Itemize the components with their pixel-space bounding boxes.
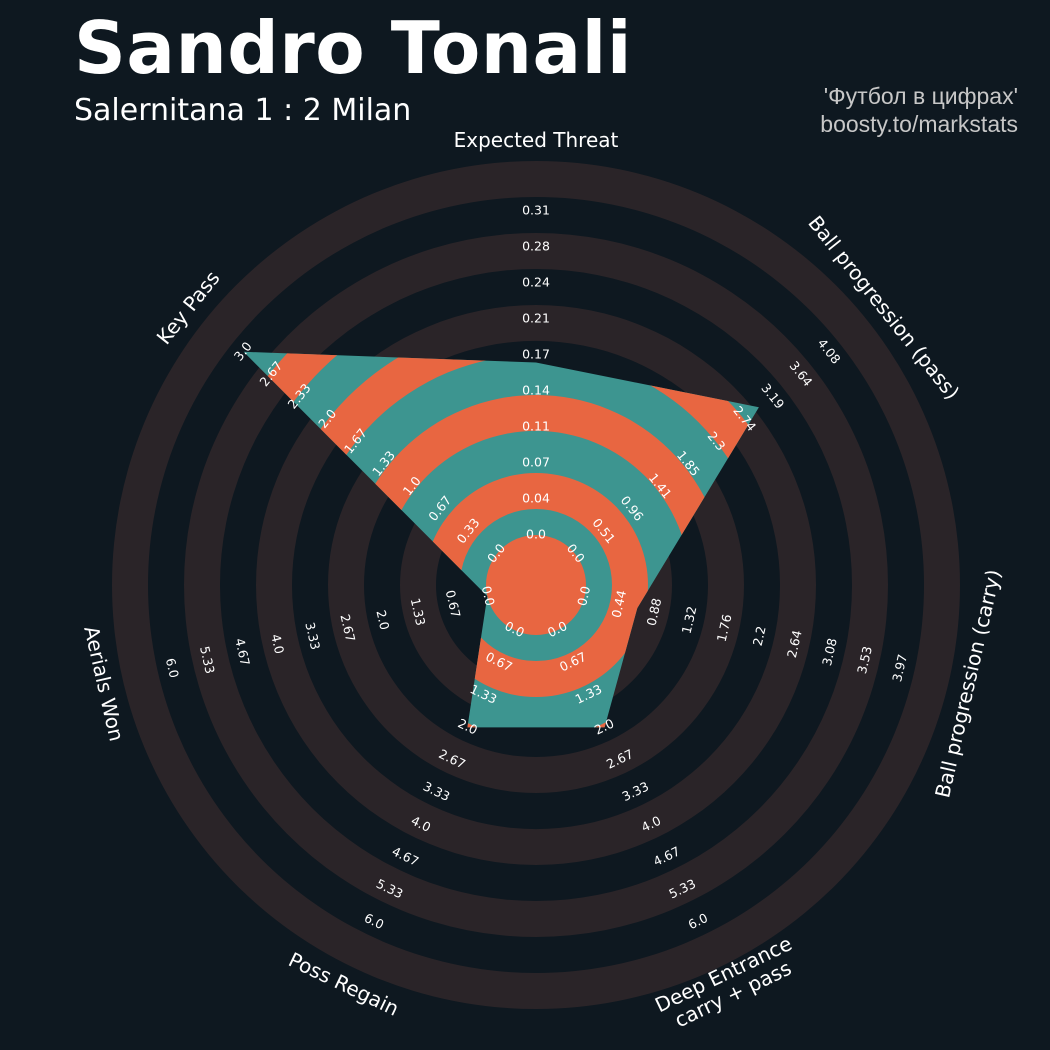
tick-label: 0.44 [608, 589, 629, 620]
tick-label: 0.11 [522, 419, 550, 434]
tick-label: 0.88 [644, 597, 665, 628]
tick-label: 3.33 [421, 779, 453, 805]
tick-label: 2.67 [337, 613, 358, 643]
tick-label: 1.76 [714, 613, 735, 644]
tick-label: 3.33 [620, 779, 652, 805]
tick-label: 6.0 [163, 657, 182, 680]
tick-label: 2.0 [373, 609, 392, 632]
tick-label: 3.0 [231, 339, 255, 364]
tick-labels: 0.0 0.04 0.07 0.11 0.14 0.17 0.21 0.24 0.28 0.31 0… [163, 203, 910, 933]
tick-label: 4.0 [268, 633, 287, 656]
tick-label: 4.67 [651, 843, 683, 869]
tick-label: 0.04 [522, 491, 550, 506]
credit-source: 'Футбол в цифрах' [823, 83, 1018, 109]
tick-label: 6.0 [362, 910, 386, 932]
match-subtitle: Salernitana 1 : 2 Milan [74, 93, 412, 128]
tick-label: 2.64 [784, 629, 805, 660]
tick-label: 1.32 [679, 605, 700, 635]
tick-label: 5.33 [197, 645, 218, 675]
center-disk [486, 535, 586, 635]
tick-label: 0.0 [574, 584, 593, 607]
tick-label: 0.31 [522, 203, 550, 218]
tick-label: 4.67 [232, 637, 253, 667]
tick-label: 6.0 [686, 910, 710, 932]
tick-label: 1.33 [408, 597, 429, 627]
credit-url[interactable]: boosty.to/markstats [820, 111, 1018, 138]
player-name-title: Sandro Tonali [74, 6, 632, 90]
credit-block: 'Футбол в цифрах' boosty.to/markstats [820, 82, 1018, 138]
tick-label: 3.33 [302, 621, 323, 651]
tick-label: 0.0 [479, 585, 498, 608]
axis-label: Expected Threat [454, 128, 619, 152]
tick-label: 0.21 [522, 311, 550, 326]
tick-label: 0.07 [522, 455, 550, 470]
tick-label: 0.14 [522, 383, 550, 398]
tick-label: 0.17 [522, 347, 550, 362]
tick-label: 3.08 [819, 637, 840, 668]
tick-label: 0.28 [522, 239, 550, 254]
axis-label-line: Expected Threat [454, 128, 619, 152]
tick-label: 0.24 [522, 275, 550, 290]
tick-label: 0.0 [526, 527, 546, 542]
tick-label: 0.67 [443, 589, 464, 619]
tick-label: 3.53 [854, 645, 875, 675]
tick-label: 3.97 [889, 653, 910, 683]
tick-label: 2.2 [750, 625, 769, 648]
tick-label: 4.67 [390, 843, 422, 869]
